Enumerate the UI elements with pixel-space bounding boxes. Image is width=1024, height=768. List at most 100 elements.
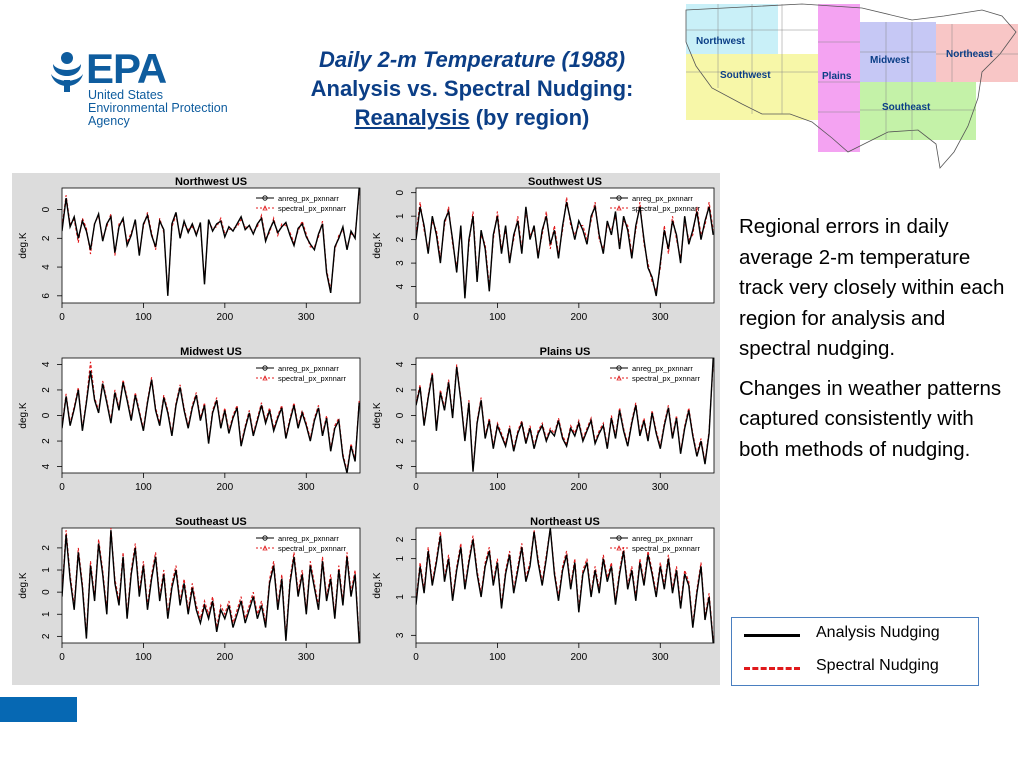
y-axis-label: deg.K [18, 402, 29, 428]
chart-northwest-us: Northwest US deg.K 0 100 200 300 0 2 4 6 anreg_px_… [18, 176, 361, 323]
region-northeast [936, 24, 1018, 82]
inner-legend-label: spectral_px_pxnnarr [632, 544, 700, 553]
inner-legend-marker [616, 195, 622, 201]
map-label-northwest: Northwest [696, 36, 746, 47]
inner-legend-marker [262, 375, 268, 381]
plot-area [61, 187, 361, 304]
title-line-1: Daily 2-m Temperature (1988) [318, 47, 626, 72]
x-tick-label: 300 [298, 652, 315, 663]
y-tick-label: 3 [395, 260, 406, 266]
legend-label-analysis: Analysis Nudging [816, 624, 940, 641]
y-axis-label: deg.K [18, 572, 29, 598]
inner-legend-label: anreg_px_pxnnarr [278, 194, 339, 203]
inner-legend-marker [262, 205, 268, 211]
logo-line-3: Agency [88, 114, 130, 128]
x-tick-label: 100 [135, 652, 152, 663]
y-axis-label: deg.K [372, 402, 383, 428]
epa-wordmark: EPA [86, 45, 167, 92]
x-tick-label: 0 [59, 652, 65, 663]
x-tick-label: 300 [652, 312, 669, 323]
y-tick-label: 2 [41, 545, 52, 551]
chart-northeast-us: Northeast US deg.K 0 100 200 300 2 1 1 3 anreg_px_… [372, 516, 715, 663]
y-tick-label: 2 [41, 438, 52, 444]
series-analysis-line [62, 370, 360, 473]
logo-line-2: Environmental Protection [88, 101, 228, 115]
x-tick-label: 100 [135, 312, 152, 323]
x-tick-label: 100 [489, 312, 506, 323]
y-tick-label: 1 [41, 567, 52, 573]
slide-title: Daily 2-m Temperature (1988) Analysis vs… [252, 45, 692, 132]
inner-legend-label: anreg_px_pxnnarr [278, 534, 339, 543]
x-tick-label: 0 [413, 652, 419, 663]
y-tick-label: 1 [41, 611, 52, 617]
chart-title: Northeast US [530, 516, 600, 528]
y-tick-label: 2 [395, 387, 406, 393]
x-tick-label: 100 [135, 482, 152, 493]
epa-flower-icon [51, 52, 83, 92]
inner-legend-marker [616, 535, 622, 541]
epa-logo: EPA United States Environmental Protecti… [50, 45, 250, 130]
y-axis-label: deg.K [372, 572, 383, 598]
y-tick-label: 6 [41, 293, 52, 299]
map-label-midwest: Midwest [870, 55, 910, 66]
title-line-3-rest: (by region) [469, 105, 590, 130]
x-tick-label: 200 [570, 312, 587, 323]
nudging-legend: Analysis Nudging Spectral Nudging [731, 617, 979, 686]
chart-southwest-us: Southwest US deg.K 0 100 200 300 0 1 2 3 4 anreg_px… [372, 176, 715, 323]
series-analysis-line [416, 201, 714, 299]
x-tick-label: 0 [413, 482, 419, 493]
x-tick-label: 300 [652, 482, 669, 493]
y-tick-label: 0 [395, 189, 406, 195]
x-tick-label: 200 [216, 312, 233, 323]
map-label-southeast: Southeast [882, 102, 931, 113]
reanalysis-link[interactable]: Reanalysis [354, 105, 470, 130]
inner-legend-marker [262, 545, 268, 551]
inner-legend-marker [262, 535, 268, 541]
inner-legend-label: spectral_px_pxnnarr [632, 374, 700, 383]
x-tick-label: 200 [570, 482, 587, 493]
y-tick-label: 4 [395, 283, 406, 289]
x-tick-label: 200 [216, 482, 233, 493]
y-tick-label: 2 [395, 536, 406, 542]
x-tick-label: 100 [489, 652, 506, 663]
legend-label-spectral: Spectral Nudging [816, 657, 939, 674]
x-tick-label: 100 [489, 482, 506, 493]
inner-legend-marker [616, 545, 622, 551]
series-analysis-line [62, 530, 360, 643]
x-tick-label: 0 [413, 312, 419, 323]
inner-legend-marker [262, 195, 268, 201]
series-analysis-line [62, 188, 360, 296]
inner-legend-marker [616, 365, 622, 371]
logo-line-1: United States [88, 88, 164, 102]
y-tick-label: 2 [41, 235, 52, 241]
inner-legend-label: spectral_px_pxnnarr [278, 544, 346, 553]
map-label-southwest: Southwest [720, 70, 771, 81]
title-line-3: Reanalysis (by region) [252, 103, 692, 132]
x-tick-label: 200 [570, 652, 587, 663]
region-northwest [686, 4, 778, 54]
y-axis-label: deg.K [18, 232, 29, 258]
inner-legend-label: anreg_px_pxnnarr [278, 364, 339, 373]
chart-title: Southeast US [175, 516, 247, 528]
map-label-plains: Plains [822, 71, 852, 82]
chart-title: Midwest US [180, 346, 242, 358]
y-tick-label: 1 [395, 213, 406, 219]
inner-legend-label: spectral_px_pxnnarr [278, 204, 346, 213]
x-tick-label: 0 [59, 312, 65, 323]
y-tick-label: 4 [41, 264, 52, 270]
y-tick-label: 4 [41, 361, 52, 367]
description-para-1: Regional errors in daily average 2-m tem… [739, 215, 1005, 360]
chart-title: Plains US [540, 346, 591, 358]
inner-legend-marker [262, 365, 268, 371]
series-analysis-line [416, 528, 714, 643]
y-tick-label: 1 [395, 555, 406, 561]
legend-solid-line-icon [744, 634, 800, 637]
y-tick-label: 3 [395, 632, 406, 638]
y-tick-label: 0 [41, 589, 52, 595]
chart-title: Northwest US [175, 176, 247, 188]
inner-legend-marker [616, 205, 622, 211]
inner-legend-label: anreg_px_pxnnarr [632, 534, 693, 543]
title-line-2: Analysis vs. Spectral Nudging: [310, 76, 634, 101]
map-label-northeast: Northeast [946, 49, 993, 60]
